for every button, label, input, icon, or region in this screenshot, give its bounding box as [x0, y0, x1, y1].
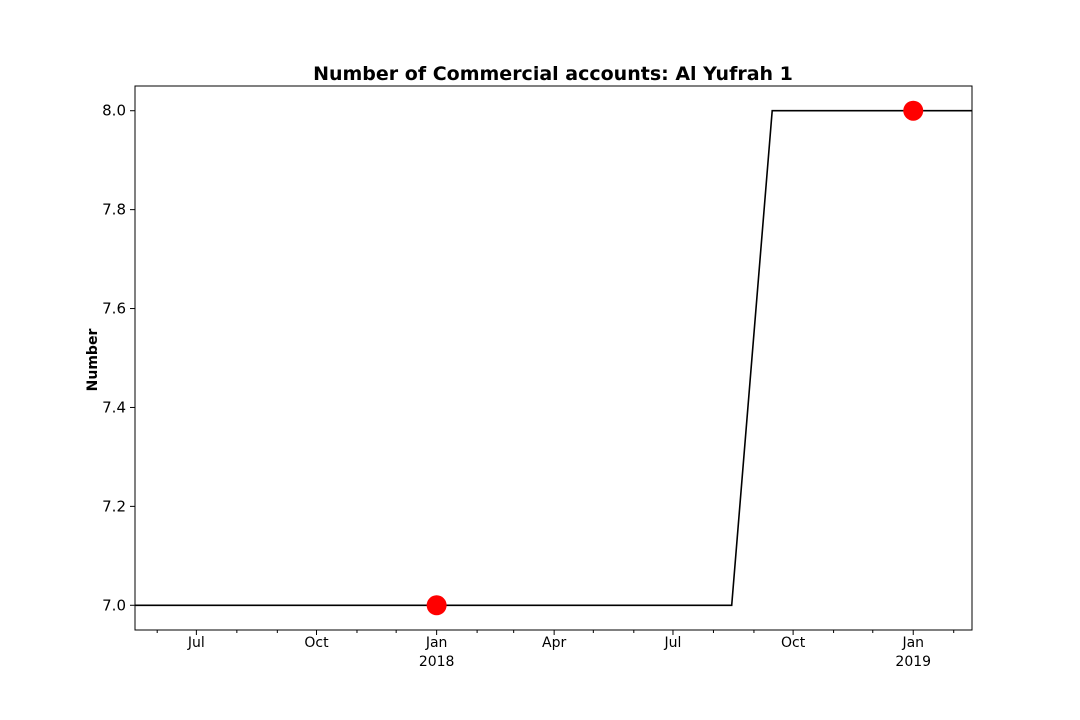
x-tick-label: Jul	[187, 635, 205, 651]
x-tick-year-label: 2019	[895, 654, 931, 670]
x-tick-label: Apr	[542, 635, 566, 651]
plot-frame	[134, 85, 973, 631]
series-lines	[135, 109, 972, 607]
data-markers	[426, 100, 924, 616]
y-tick-label: 7.6	[102, 300, 126, 318]
y-axis: 7.0 7.2 7.4 7.6 7.8 8.0	[102, 102, 135, 614]
y-axis-label: Number	[85, 329, 101, 392]
y-tick-label: 7.0	[102, 596, 126, 614]
y-tick-label: 7.2	[102, 497, 126, 515]
data-point-marker	[903, 100, 924, 121]
x-tick-label: Jan	[425, 635, 448, 651]
y-tick-label: 7.8	[102, 201, 126, 219]
x-tick-label: Oct	[781, 635, 806, 651]
x-tick-year-label: 2018	[419, 654, 455, 670]
y-tick-label: 7.4	[102, 398, 126, 416]
chart-title: Number of Commercial accounts: Al Yufrah…	[313, 63, 793, 85]
series-line	[135, 109, 972, 607]
data-point-marker	[426, 595, 447, 616]
y-tick-label: 8.0	[102, 102, 126, 120]
x-tick-label: Jul	[664, 635, 682, 651]
x-tick-label: Oct	[304, 635, 329, 651]
x-tick-label: Jan	[901, 635, 924, 651]
x-axis: Jul Oct Jan 2018 Apr Jul Oct Jan 2019	[156, 630, 955, 670]
